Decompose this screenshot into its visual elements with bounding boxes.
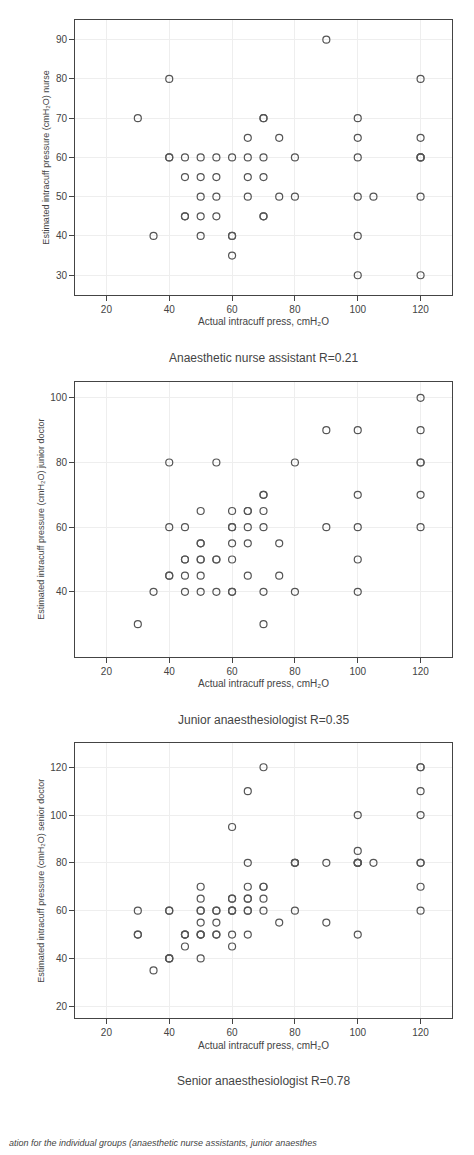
svg-text:60: 60	[227, 666, 239, 677]
svg-text:60: 60	[56, 905, 68, 916]
svg-text:120: 120	[412, 666, 429, 677]
svg-text:80: 80	[289, 666, 301, 677]
svg-text:ation for the individual group: ation for the individual groups (anaesth…	[9, 1138, 317, 1148]
svg-text:120: 120	[412, 304, 429, 315]
svg-text:40: 40	[56, 953, 68, 964]
svg-text:30: 30	[56, 270, 68, 281]
svg-text:20: 20	[56, 1001, 68, 1012]
svg-text:40: 40	[56, 586, 68, 597]
svg-text:Actual intracuff press, cmH₂O: Actual intracuff press, cmH₂O	[198, 316, 329, 327]
svg-text:Estimated intracuff pressure (: Estimated intracuff pressure (cmH₂O) sen…	[36, 779, 46, 983]
svg-text:100: 100	[349, 666, 366, 677]
svg-text:40: 40	[164, 1027, 176, 1038]
svg-text:Estimated intracuff pressure (: Estimated intracuff pressure (cmH₂O) nur…	[41, 70, 51, 244]
svg-text:80: 80	[289, 1027, 301, 1038]
svg-text:60: 60	[227, 1027, 239, 1038]
svg-text:80: 80	[56, 457, 68, 468]
svg-text:40: 40	[164, 666, 176, 677]
svg-text:120: 120	[412, 1027, 429, 1038]
svg-text:Actual intracuff press, cmH₂O: Actual intracuff press, cmH₂O	[198, 678, 329, 689]
svg-text:60: 60	[56, 522, 68, 533]
svg-text:40: 40	[164, 304, 176, 315]
svg-text:20: 20	[101, 1027, 113, 1038]
svg-text:20: 20	[101, 666, 113, 677]
svg-text:100: 100	[50, 810, 67, 821]
svg-text:80: 80	[289, 304, 301, 315]
svg-text:Junior anaesthesiologist R=0.3: Junior anaesthesiologist R=0.35	[178, 713, 349, 727]
svg-text:50: 50	[56, 191, 68, 202]
svg-text:80: 80	[56, 857, 68, 868]
svg-text:100: 100	[349, 304, 366, 315]
svg-text:40: 40	[56, 230, 68, 241]
svg-text:60: 60	[56, 152, 68, 163]
svg-text:80: 80	[56, 73, 68, 84]
svg-text:120: 120	[50, 762, 67, 773]
svg-text:Actual intracuff press, cmH₂O: Actual intracuff press, cmH₂O	[198, 1040, 329, 1051]
svg-text:20: 20	[101, 304, 113, 315]
svg-text:Anaesthetic nurse assistant R=: Anaesthetic nurse assistant R=0.21	[169, 351, 358, 365]
svg-text:90: 90	[56, 34, 68, 45]
svg-text:100: 100	[50, 392, 67, 403]
svg-text:Senior anaesthesiologist R=0.7: Senior anaesthesiologist R=0.78	[177, 1074, 350, 1088]
svg-text:100: 100	[349, 1027, 366, 1038]
svg-text:60: 60	[227, 304, 239, 315]
svg-text:70: 70	[56, 113, 68, 124]
svg-text:Estimated intracuff pressure (: Estimated intracuff pressure (cmH₂O) jun…	[36, 418, 46, 619]
